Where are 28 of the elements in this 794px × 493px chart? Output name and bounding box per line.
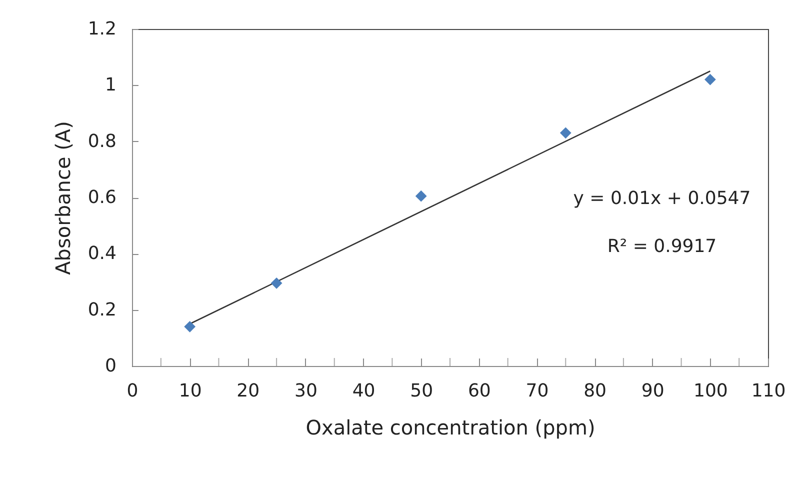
- x-tick-label: 80: [584, 380, 606, 402]
- y-tick-label: 1.2: [88, 18, 116, 40]
- annotation: R² = 0.9917: [607, 236, 717, 257]
- x-tick-label: 90: [641, 380, 664, 402]
- y-tick-label: 0.4: [88, 243, 116, 264]
- x-tick-label: 70: [526, 380, 549, 402]
- x-tick-label: 30: [294, 380, 318, 402]
- annotation: y = 0.01x + 0.0547: [573, 188, 751, 209]
- point: [560, 127, 572, 139]
- point: [184, 320, 196, 332]
- x-tick-label: 100: [694, 380, 728, 402]
- y-tick-label: 0.8: [88, 130, 116, 152]
- y-tick-label: 0.2: [88, 299, 116, 320]
- x-tick-label: 0: [126, 380, 138, 402]
- point: [415, 190, 427, 202]
- x-tick-label: 40: [352, 380, 376, 402]
- x-tick-label: 60: [468, 380, 491, 402]
- y-tick-label: 0.6: [88, 187, 116, 208]
- point: [704, 74, 716, 86]
- y-axis-title: Absorbance (A): [50, 121, 75, 275]
- y-tick-label: 1: [105, 74, 116, 96]
- y-tick-label: 0: [105, 356, 116, 376]
- point: [270, 277, 282, 289]
- x-axis-title: Oxalate concentration (ppm): [306, 416, 596, 440]
- x-tick-label: 10: [178, 380, 202, 402]
- x-tick-label: 50: [410, 380, 434, 402]
- x-tick-label: 20: [236, 380, 260, 402]
- x-tick-label: 110: [751, 380, 786, 402]
